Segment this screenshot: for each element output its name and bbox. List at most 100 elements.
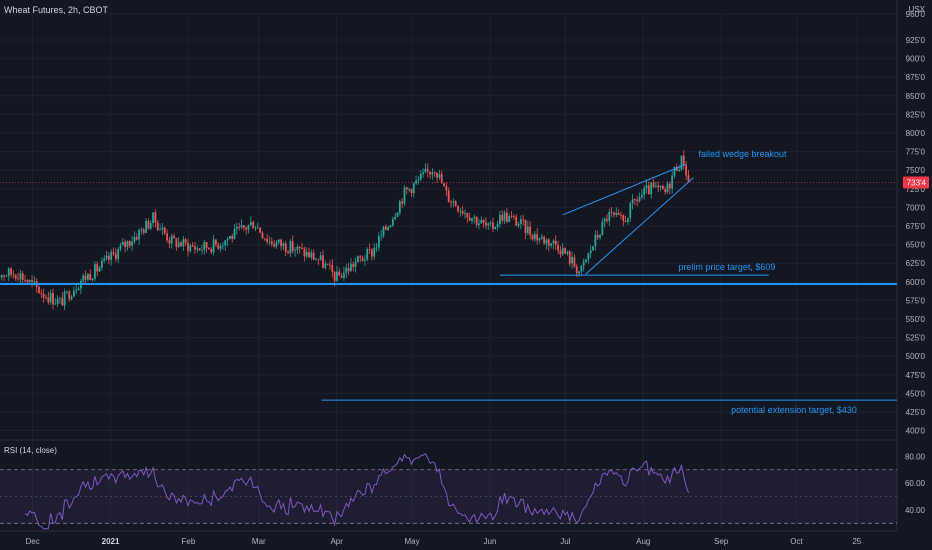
- price-tick-label: 925'0: [906, 36, 926, 45]
- candle-body: [168, 240, 171, 244]
- candle-body: [436, 172, 438, 178]
- candle-body: [166, 233, 168, 241]
- candle-body: [627, 218, 629, 223]
- price-tick-label: 475'0: [906, 371, 926, 380]
- candle-body: [547, 239, 550, 246]
- candle-body: [680, 155, 683, 170]
- candle-body: [242, 225, 245, 228]
- prelim-target-label: prelim price target, $609: [678, 262, 775, 272]
- time-tick-label: 25: [852, 537, 861, 546]
- candle-body: [82, 275, 85, 281]
- candle-body: [647, 185, 650, 195]
- price-tick-label: 550'0: [906, 315, 926, 324]
- candle-body: [138, 229, 141, 240]
- wedge-lines[interactable]: [0, 163, 897, 275]
- candle-body: [235, 226, 238, 229]
- candle-body: [533, 234, 536, 240]
- candle-body: [580, 265, 583, 272]
- price-tick-label: 675'0: [906, 222, 926, 231]
- candle-body: [0, 275, 3, 278]
- candle-body: [33, 281, 36, 283]
- candle-body: [375, 247, 378, 249]
- candle-body: [389, 225, 392, 227]
- candle-body: [557, 244, 560, 251]
- candle-body: [59, 298, 61, 300]
- wedge-trendline[interactable]: [562, 163, 687, 216]
- candle-body: [154, 212, 157, 223]
- candle-body: [587, 253, 590, 260]
- candle-body: [445, 186, 448, 191]
- candle-body: [270, 241, 273, 245]
- rsi-tick-label: 60.00: [905, 479, 926, 488]
- annotations: failed wedge breakout prelim price targe…: [678, 149, 856, 415]
- candle-body: [685, 165, 688, 176]
- candle-body: [245, 227, 248, 230]
- candle-body: [145, 221, 147, 233]
- candle-body: [671, 175, 674, 189]
- time-tick-label: 2021: [102, 537, 120, 546]
- candle-body: [310, 252, 313, 258]
- candle-body: [391, 219, 394, 226]
- candle-body: [608, 211, 611, 221]
- candle-body: [596, 234, 599, 238]
- candle-body: [357, 256, 359, 262]
- price-tick-label: 600'0: [906, 278, 926, 287]
- candle-body: [350, 263, 352, 272]
- candle-body: [222, 245, 224, 247]
- price-tick-label: 625'0: [906, 259, 926, 268]
- candle-body: [571, 256, 573, 264]
- candle-body: [231, 236, 234, 239]
- candle-body: [347, 267, 350, 272]
- candle-body: [14, 275, 17, 279]
- candles[interactable]: [0, 150, 690, 311]
- candle-body: [305, 252, 308, 257]
- candle-body: [228, 236, 231, 240]
- candle-body: [256, 227, 259, 229]
- candle-body: [368, 248, 371, 250]
- candle-body: [575, 266, 578, 274]
- time-tick-label: Sep: [714, 537, 729, 546]
- candle-body: [396, 212, 399, 217]
- rsi-tick-label: 80.00: [905, 452, 926, 461]
- candle-body: [629, 203, 632, 219]
- candle-body: [45, 297, 47, 299]
- candle-body: [550, 243, 553, 246]
- time-tick-label: Apr: [330, 537, 343, 546]
- candle-body: [377, 236, 380, 248]
- candle-body: [678, 169, 681, 171]
- price-tick-label: 900'0: [906, 55, 926, 64]
- horizontal-levels[interactable]: [0, 274, 897, 401]
- candle-body: [622, 215, 625, 221]
- candle-body: [319, 255, 322, 260]
- candle-body: [28, 279, 31, 283]
- candle-body: [417, 179, 420, 181]
- candle-body: [254, 228, 257, 230]
- candle-body: [438, 174, 441, 178]
- candle-body: [682, 155, 685, 166]
- price-tick-label: 825'0: [906, 110, 926, 119]
- candle-body: [182, 239, 185, 247]
- candle-body: [189, 245, 192, 252]
- candle-body: [42, 293, 45, 298]
- time-tick-label: Jun: [484, 537, 497, 546]
- candle-body: [515, 216, 518, 226]
- candle-body: [496, 224, 499, 227]
- time-tick-label: Dec: [26, 537, 40, 546]
- candle-body: [652, 182, 655, 187]
- candle-body: [180, 242, 182, 247]
- candle-body: [354, 261, 357, 268]
- wedge-trendline[interactable]: [585, 177, 694, 275]
- candle-body: [275, 242, 278, 247]
- candle-body: [247, 225, 250, 230]
- candle-body: [405, 187, 408, 190]
- candle-body: [443, 183, 445, 187]
- candle-body: [49, 292, 52, 303]
- price-tick-label: 700'0: [906, 203, 926, 212]
- candle-body: [345, 267, 348, 273]
- candle-body: [482, 220, 485, 223]
- candle-body: [433, 172, 436, 173]
- candle-body: [340, 275, 343, 278]
- candle-body: [26, 280, 29, 283]
- candle-body: [219, 246, 222, 249]
